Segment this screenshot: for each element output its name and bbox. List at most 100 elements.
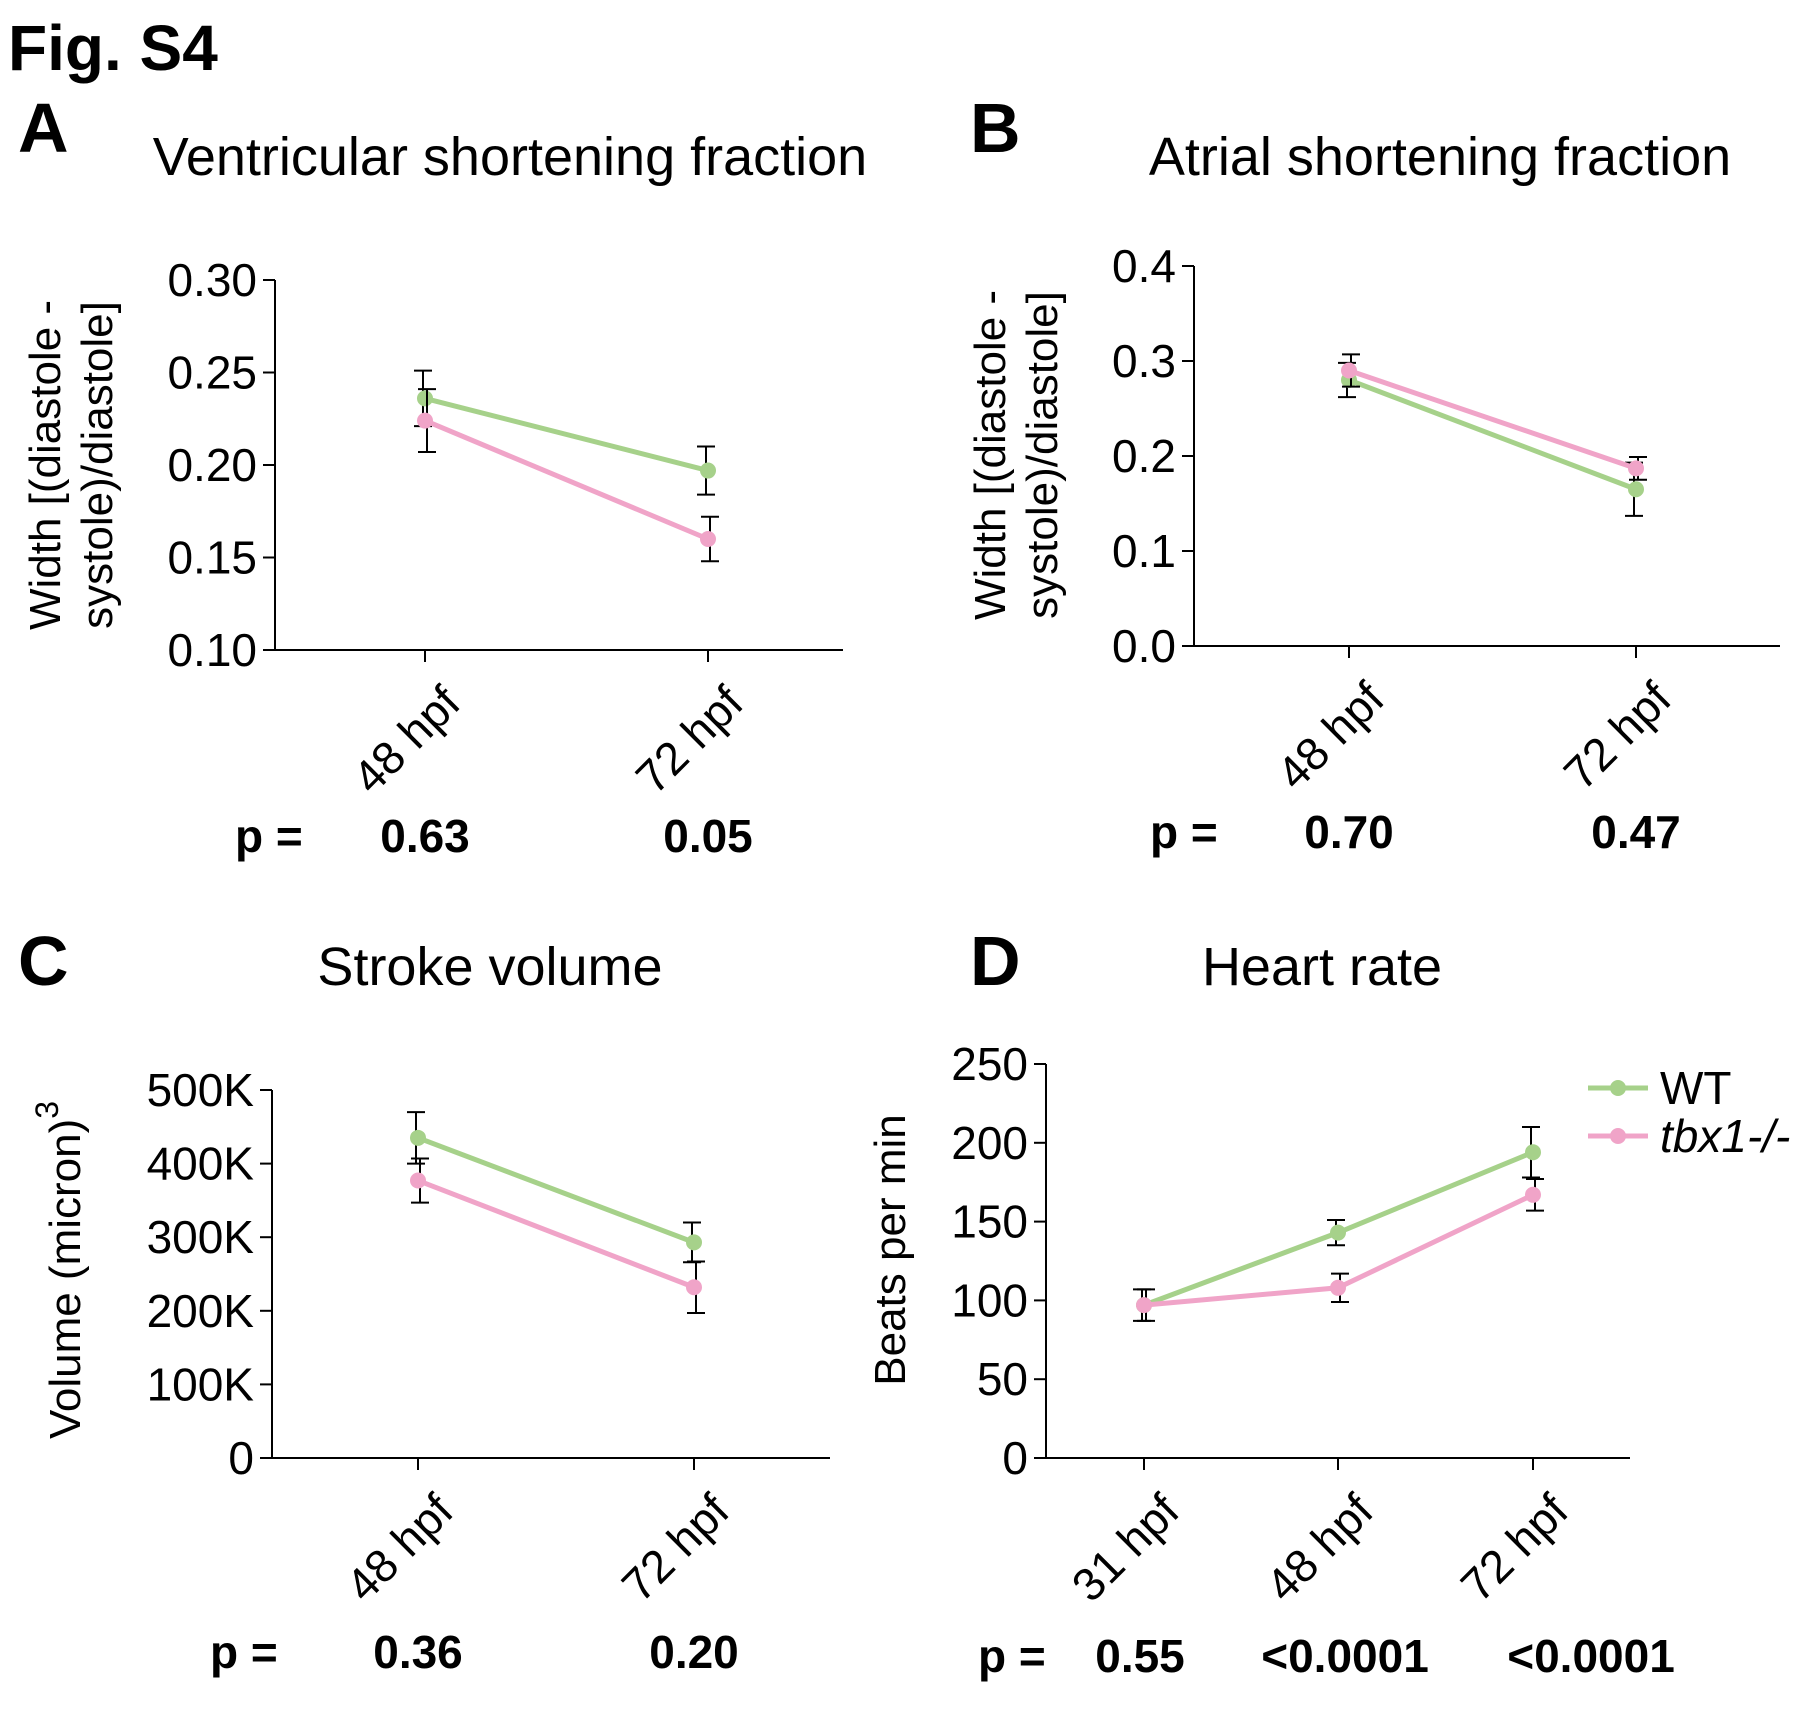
legend-swatch-point xyxy=(1610,1128,1626,1144)
data-point xyxy=(417,390,433,407)
panels: A Ventricular shortening fraction0.100.15… xyxy=(18,89,1780,1682)
panel-a: A Ventricular shortening fraction 0.10 0.15… xyxy=(18,89,867,862)
y-axis-label-line: systole)/diastole] xyxy=(1018,291,1067,619)
figure-title: Fig. S4 xyxy=(8,12,218,84)
data-point xyxy=(1330,1279,1346,1296)
y-tick-label: 0.3 xyxy=(1112,335,1176,387)
y-tick-label: 0.10 xyxy=(167,624,257,676)
p-value: <0.0001 xyxy=(1507,1630,1675,1682)
legend-swatch-point xyxy=(1610,1080,1626,1096)
y-tick-label: 100K xyxy=(147,1358,255,1410)
legend-label: WT xyxy=(1660,1062,1732,1114)
y-tick-label: 200 xyxy=(951,1117,1028,1169)
y-axis-label-line: Width [(diastole - xyxy=(966,290,1015,620)
series-line xyxy=(417,1178,695,1290)
panel-d: D Heart rate 0 50 100 150 200 250 31 hpf 48 hpf 72… xyxy=(866,922,1675,1682)
p-value: 0.55 xyxy=(1095,1630,1185,1682)
y-tick-label: 200K xyxy=(147,1285,255,1337)
x-tick-label: 48 hpf xyxy=(1267,672,1394,799)
panel-letter: C xyxy=(18,922,69,1000)
y-axis-label-superscript: 3 xyxy=(29,1101,65,1119)
data-point xyxy=(1330,1224,1346,1241)
x-tick-label: 31 hpf xyxy=(1062,1484,1189,1611)
x-tick-label: 72 hpf xyxy=(1451,1484,1578,1611)
data-point xyxy=(1341,362,1357,379)
data-point xyxy=(1628,481,1644,498)
panel-b: B Atrial shortening fraction 0.0 0.1 0.2 0.3 0… xyxy=(966,89,1780,858)
panel-letter: D xyxy=(970,922,1021,1000)
panel-c: C Stroke volume 0 100K 200K 300K 400K 500K 48 hp… xyxy=(18,922,830,1678)
x-tick-label: 48 hpf xyxy=(336,1484,463,1611)
p-value-label: p = xyxy=(210,1626,278,1678)
data-point xyxy=(1628,460,1644,477)
chart-title: Ventricular shortening fraction xyxy=(153,127,867,187)
series-wt xyxy=(407,1111,702,1264)
series-line xyxy=(417,1135,695,1245)
data-point xyxy=(1525,1186,1541,1203)
series-line xyxy=(1348,377,1637,492)
y-tick-label: 300K xyxy=(147,1211,255,1263)
data-point xyxy=(410,1129,426,1146)
p-value: 0.05 xyxy=(663,810,753,862)
y-tick-label: 0.25 xyxy=(167,347,257,399)
y-axis-label-line: Volume (micron) xyxy=(41,1119,90,1439)
data-point xyxy=(686,1234,702,1251)
chart-title: Atrial shortening fraction xyxy=(1149,127,1731,187)
y-axis-label-line: systole)/diastole] xyxy=(73,301,122,629)
y-tick-label: 0 xyxy=(228,1432,254,1484)
p-value-label: p = xyxy=(1150,806,1218,858)
y-axis-label: Beats per min xyxy=(866,1114,915,1385)
series-tbx1 xyxy=(417,388,719,563)
y-tick-label: 400K xyxy=(147,1138,255,1190)
p-value: 0.70 xyxy=(1304,806,1394,858)
data-point xyxy=(417,412,433,429)
data-point xyxy=(1136,1297,1152,1314)
x-tick-label: 72 hpf xyxy=(626,676,753,803)
y-tick-label: 250 xyxy=(951,1038,1028,1090)
series-line xyxy=(424,418,709,542)
x-tick-label: 72 hpf xyxy=(1554,672,1681,799)
panel-letter: B xyxy=(970,89,1021,167)
y-tick-label: 50 xyxy=(977,1353,1028,1405)
p-value: <0.0001 xyxy=(1261,1630,1429,1682)
y-tick-label: 150 xyxy=(951,1196,1028,1248)
series-tbx1 xyxy=(1136,1178,1544,1322)
data-point xyxy=(700,531,716,547)
y-tick-label: 0.2 xyxy=(1112,430,1176,482)
y-axis-label-line: Beats per min xyxy=(866,1114,915,1385)
y-tick-label: 0.15 xyxy=(167,532,257,584)
p-value-label: p = xyxy=(235,810,303,862)
x-tick-label: 48 hpf xyxy=(1256,1484,1383,1611)
y-axis-label: Width [(diastole -systole)/diastole] xyxy=(21,300,122,630)
series-tbx1 xyxy=(410,1157,705,1315)
data-point xyxy=(410,1172,426,1189)
y-axis-label-line: Width [(diastole - xyxy=(21,300,70,630)
x-tick-label: 48 hpf xyxy=(343,676,470,803)
p-value: 0.36 xyxy=(373,1626,463,1678)
y-tick-label: 0.20 xyxy=(167,439,257,491)
p-value: 0.20 xyxy=(649,1626,739,1678)
y-axis-label: Volume (micron)3 xyxy=(29,1101,90,1439)
y-tick-label: 0.0 xyxy=(1112,620,1176,672)
series-line xyxy=(1348,368,1637,471)
y-axis-label: Width [(diastole -systole)/diastole] xyxy=(966,290,1067,620)
y-tick-label: 0.4 xyxy=(1112,240,1176,292)
x-tick-label: 72 hpf xyxy=(612,1484,739,1611)
chart-title: Heart rate xyxy=(1202,937,1442,997)
series-line xyxy=(424,395,709,473)
p-value-label: p = xyxy=(978,1630,1046,1682)
legend-label: tbx1-/- xyxy=(1660,1110,1790,1162)
data-point xyxy=(1525,1144,1541,1161)
p-value: 0.63 xyxy=(380,810,470,862)
y-tick-label: 0 xyxy=(1002,1432,1028,1484)
series-wt xyxy=(414,369,716,496)
data-point xyxy=(700,462,716,479)
data-point xyxy=(686,1279,702,1296)
y-tick-label: 0.1 xyxy=(1112,525,1176,577)
y-tick-label: 100 xyxy=(951,1274,1028,1326)
y-tick-label: 500K xyxy=(147,1064,255,1116)
series-wt xyxy=(1338,361,1644,517)
chart-title: Stroke volume xyxy=(317,937,662,997)
